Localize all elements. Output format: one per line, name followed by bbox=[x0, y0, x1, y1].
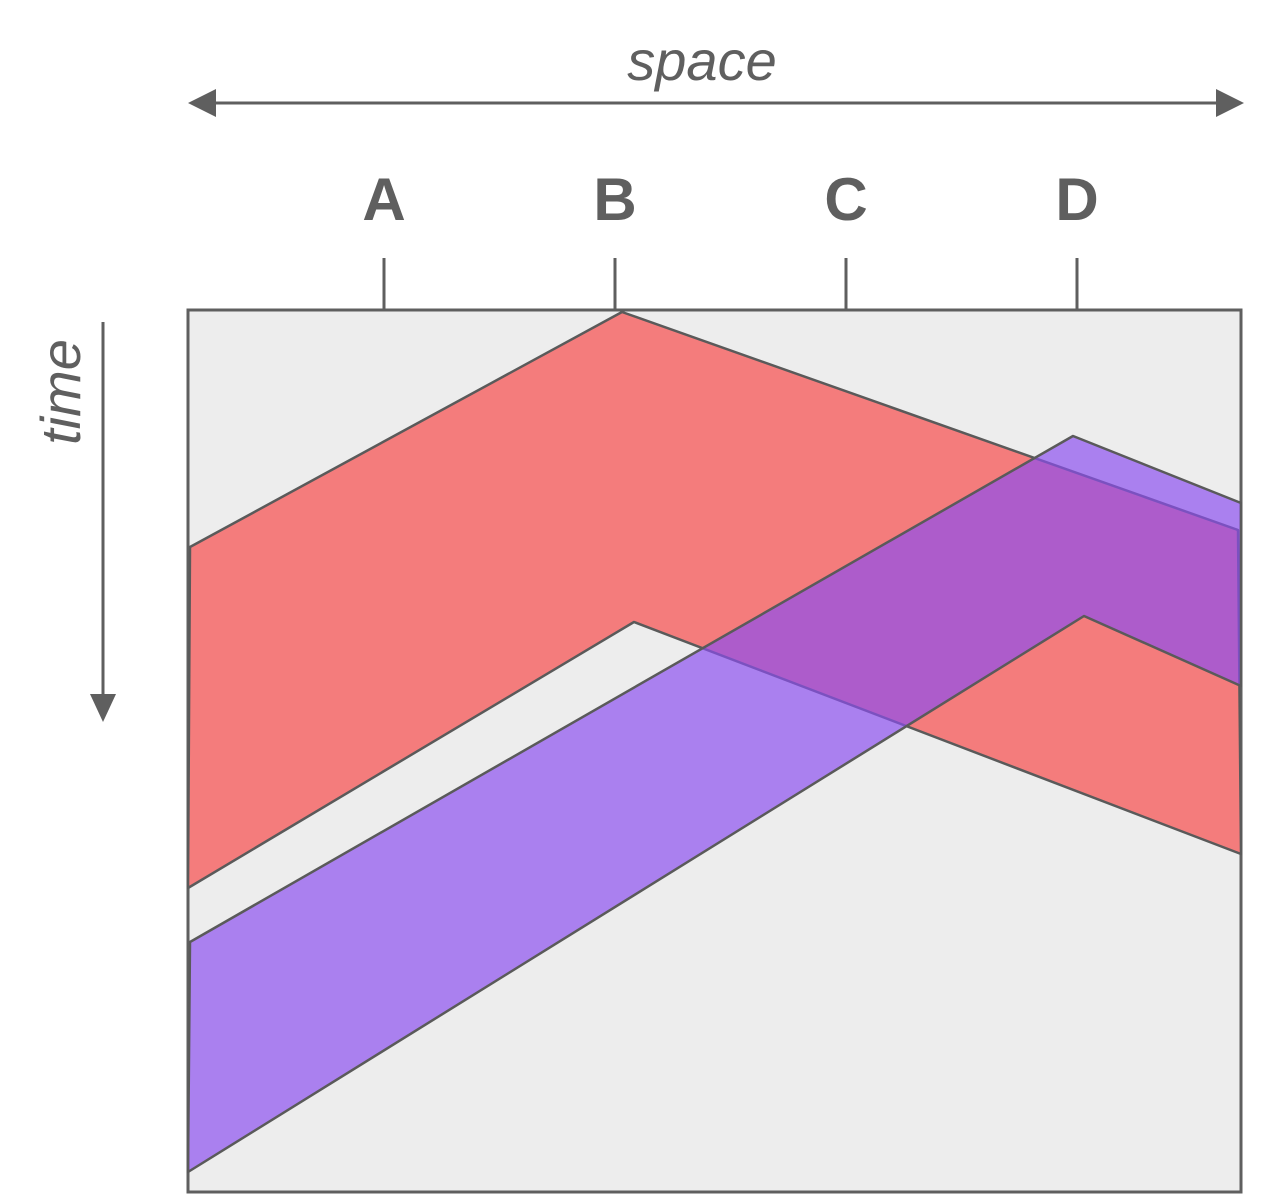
time-arrow-head bbox=[90, 694, 116, 722]
space-arrow-left-head bbox=[188, 89, 216, 117]
point-label-a: A bbox=[362, 166, 405, 233]
point-label-d: D bbox=[1055, 166, 1098, 233]
space-axis-title: space bbox=[627, 29, 776, 92]
time-axis-title: time bbox=[29, 339, 92, 445]
purple-band bbox=[186, 434, 1243, 1174]
point-label-b: B bbox=[593, 166, 636, 233]
space-arrow-right-head bbox=[1216, 89, 1244, 117]
red-band bbox=[186, 310, 1243, 890]
point-label-c: C bbox=[824, 166, 867, 233]
